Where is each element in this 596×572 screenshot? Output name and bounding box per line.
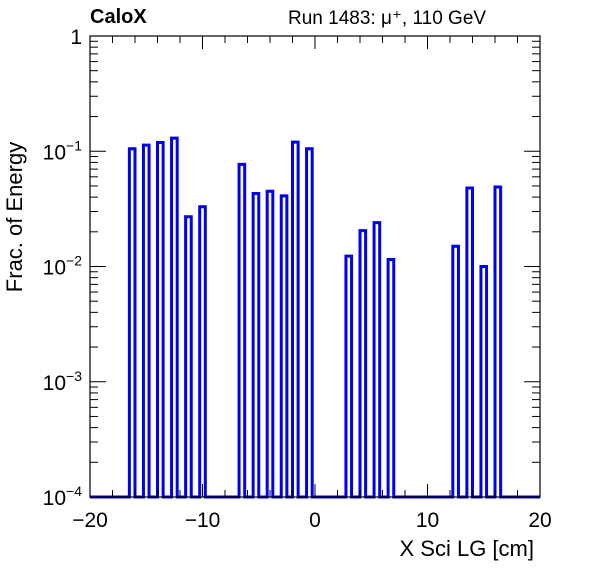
y-tick-label: 10−4 <box>43 483 83 510</box>
y-tick-label: 10−3 <box>43 368 83 395</box>
histogram-bar-14 <box>374 223 380 497</box>
axis-tick-labels: −20 −10 0 10 20 10−4 10−3 10−2 10−1 1 <box>43 26 552 532</box>
histogram-bar-7 <box>253 193 259 497</box>
x-tick-label: 20 <box>528 509 551 532</box>
histogram-bar-19 <box>495 187 501 497</box>
x-tick-label: −10 <box>185 509 221 532</box>
histogram-bar-9 <box>281 196 287 497</box>
x-axis-label: X Sci LG [cm] <box>400 536 534 561</box>
histogram-bar-4 <box>186 217 192 497</box>
x-tick-label: 10 <box>416 509 439 532</box>
histogram-bar-0 <box>129 149 135 497</box>
histogram-bars <box>90 136 540 499</box>
experiment-label: CaloX <box>90 6 147 28</box>
histogram-bar-6 <box>239 164 245 497</box>
x-tick-label: −20 <box>72 509 108 532</box>
y-tick-label: 1 <box>70 26 82 49</box>
histogram-bar-3 <box>172 138 178 497</box>
histogram-bar-11 <box>307 149 313 497</box>
histogram-bar-10 <box>293 142 299 497</box>
axis-ticks <box>89 35 541 498</box>
run-info-label: Run 1483: μ⁺, 110 GeV <box>288 8 487 29</box>
histogram-bar-2 <box>158 143 164 497</box>
histogram-bar-16 <box>453 246 459 497</box>
histogram-bar-12 <box>346 256 352 497</box>
histogram-bar-15 <box>388 260 394 497</box>
histogram-bar-13 <box>360 231 366 497</box>
histogram-bar-1 <box>143 145 149 497</box>
y-axis-label: Frac. of Energy <box>2 142 27 292</box>
y-tick-label: 10−2 <box>43 253 83 280</box>
histogram-bar-8 <box>267 191 273 497</box>
histogram-bar-18 <box>481 267 487 498</box>
y-tick-label: 10−1 <box>43 137 83 164</box>
x-tick-label: 0 <box>309 509 321 532</box>
histogram-bar-17 <box>467 188 473 497</box>
histogram-bar-5 <box>200 207 206 497</box>
